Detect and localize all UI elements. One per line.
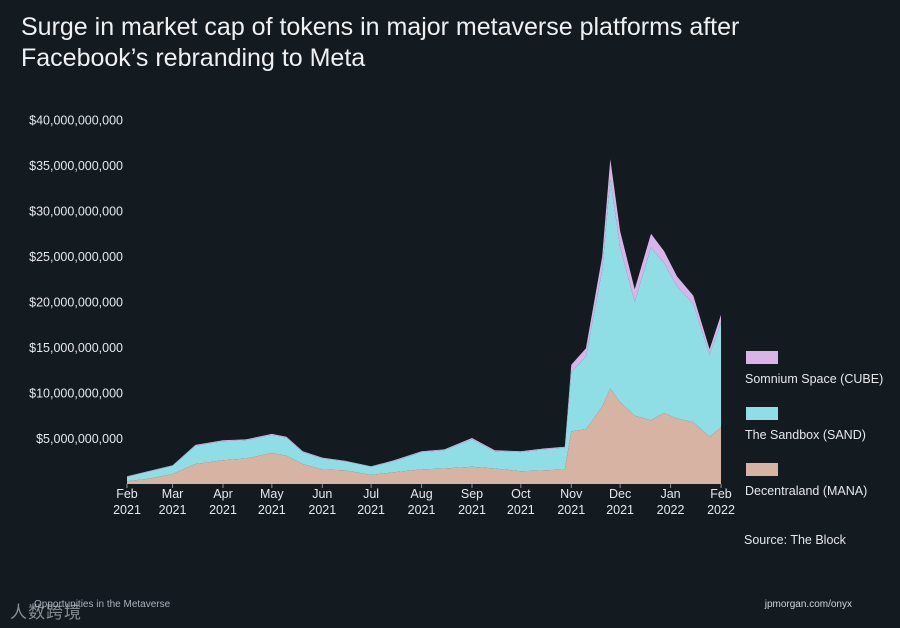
y-tick-label: $40,000,000,000 (29, 114, 123, 128)
legend: Somnium Space (CUBE) The Sandbox (SAND) De… (745, 351, 883, 498)
y-tick-label: $25,000,000,000 (29, 250, 123, 264)
legend-label: The Sandbox (SAND) (745, 428, 866, 442)
x-tick-label-year: 2021 (507, 503, 535, 517)
y-tick-label: $15,000,000,000 (29, 341, 123, 355)
y-tick-label: $10,000,000,000 (29, 387, 123, 401)
x-tick-label-month: Dec (609, 487, 631, 501)
x-tick-label-month: Nov (560, 487, 583, 501)
x-tick-label-year: 2021 (357, 503, 385, 517)
footer-right: jpmorgan.com/onyx (764, 599, 852, 610)
x-tick-label-month: Sep (461, 487, 483, 501)
legend-swatch (746, 351, 778, 364)
y-axis: $5,000,000,000 $10,000,000,000 $15,000,000… (29, 114, 123, 447)
x-tick-label-year: 2021 (113, 503, 141, 517)
x-axis: Feb 2021 Mar 2021 Apr 2021 May 2021 Jun 2021 Jul 20… (113, 484, 735, 517)
chart-title: Surge in market cap of tokens in major m… (21, 12, 861, 74)
x-tick-label-year: 2021 (557, 503, 585, 517)
source-note: Source: The Block (744, 533, 847, 547)
x-tick-label-month: Feb (710, 487, 732, 501)
area-decentraland-mana (127, 388, 721, 484)
x-tick-label-month: Jul (363, 487, 379, 501)
x-tick-label-year: 2021 (258, 503, 286, 517)
y-tick-label: $35,000,000,000 (29, 159, 123, 173)
x-tick-label-year: 2022 (707, 503, 735, 517)
legend-swatch (746, 407, 778, 420)
y-tick-label: $20,000,000,000 (29, 296, 123, 310)
x-tick-label-year: 2021 (606, 503, 634, 517)
x-tick-label-month: Apr (213, 487, 232, 501)
x-tick-label-year: 2021 (408, 503, 436, 517)
area-series (127, 159, 721, 484)
x-tick-label-year: 2021 (209, 503, 237, 517)
chart-title-line-1: Surge in market cap of tokens in major m… (21, 13, 740, 41)
x-tick-label-year: 2021 (458, 503, 486, 517)
x-tick-label-month: May (260, 487, 284, 501)
legend-label: Decentraland (MANA) (745, 484, 867, 498)
watermark: 人数跨境 (10, 598, 82, 623)
x-tick-label-month: Aug (410, 487, 432, 501)
x-tick-label-month: Mar (162, 487, 184, 501)
y-tick-label: $5,000,000,000 (36, 432, 123, 446)
x-tick-label-month: Oct (511, 487, 531, 501)
watermark-text: 人数跨境 (10, 603, 82, 622)
area-the-sandbox-sand (127, 179, 721, 482)
x-tick-label-month: Feb (116, 487, 138, 501)
x-tick-label-year: 2021 (159, 503, 187, 517)
x-tick-label-month: Jan (660, 487, 680, 501)
footer-left: Opportunities in the Metaverse (34, 599, 171, 610)
x-tick-label-year: 2021 (308, 503, 336, 517)
x-tick-label-year: 2022 (657, 503, 685, 517)
y-tick-label: $30,000,000,000 (29, 205, 123, 219)
legend-swatch (746, 463, 778, 476)
chart-title-line-2: Facebook’s rebranding to Meta (21, 44, 366, 72)
legend-label: Somnium Space (CUBE) (745, 372, 883, 386)
x-tick-label-month: Jun (312, 487, 332, 501)
